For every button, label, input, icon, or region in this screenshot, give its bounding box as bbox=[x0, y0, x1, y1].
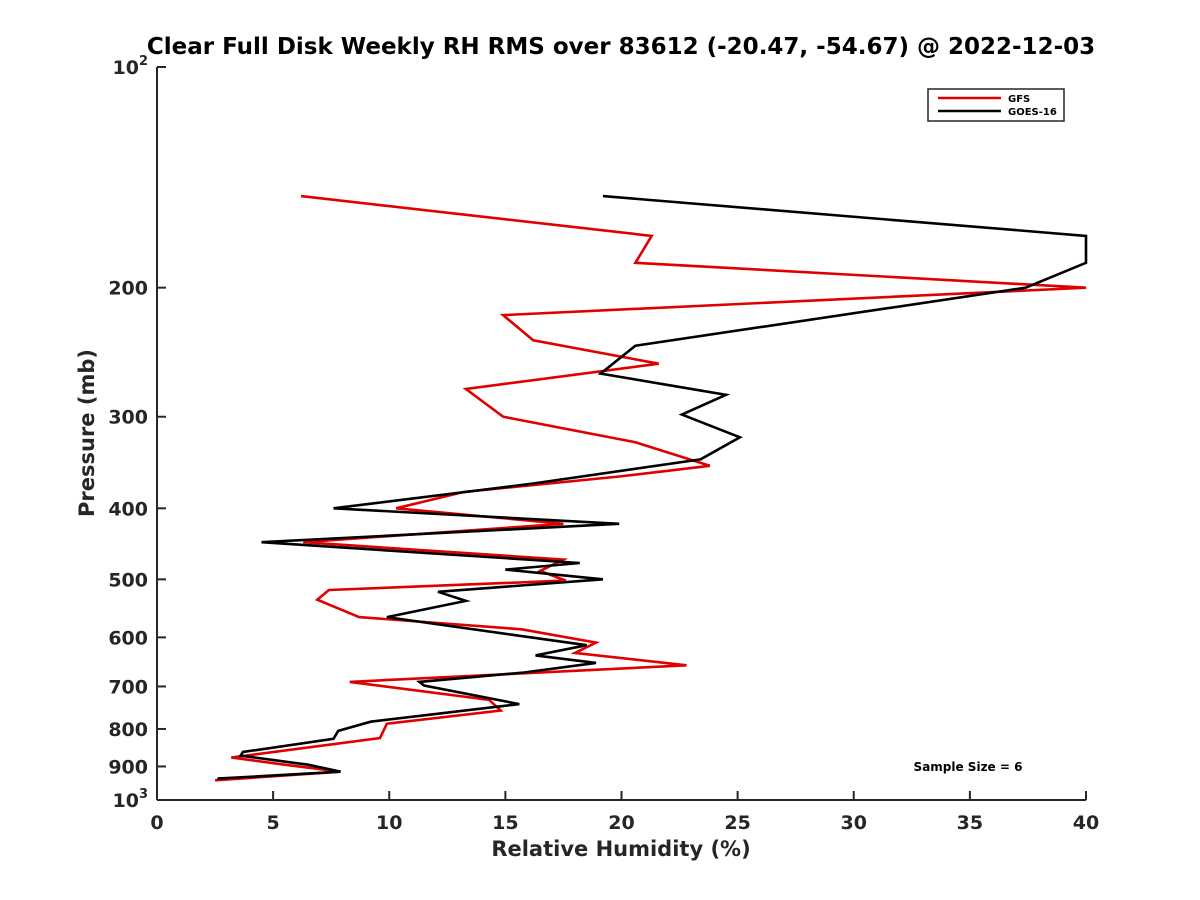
x-tick-label: 35 bbox=[957, 812, 983, 834]
x-axis-label: Relative Humidity (%) bbox=[491, 837, 750, 861]
x-tick-label: 20 bbox=[608, 812, 634, 834]
y-tick-label: 700 bbox=[108, 676, 148, 698]
legend-box bbox=[927, 88, 1065, 122]
x-tick-label: 0 bbox=[150, 812, 163, 834]
axes: 0 5 10 15 20 25 30 35 40 102 200 300 400 500 600 700 800… bbox=[108, 54, 1099, 834]
y-tick-label: 102 bbox=[113, 54, 149, 79]
y-tick-label: 103 bbox=[113, 787, 149, 812]
series-line-goes-16 bbox=[217, 194, 1088, 780]
x-tick-label: 30 bbox=[841, 812, 867, 834]
y-tick-label: 800 bbox=[108, 719, 148, 741]
x-tick-label: 5 bbox=[267, 812, 280, 834]
sample-size-annotation: Sample Size = 6 bbox=[914, 760, 1023, 774]
legend-label-gfs: GFS bbox=[1008, 94, 1030, 105]
y-tick-label: 400 bbox=[108, 498, 148, 520]
y-tick-label: 500 bbox=[108, 569, 148, 591]
x-tick-label: 15 bbox=[492, 812, 518, 834]
y-tick-label: 900 bbox=[108, 756, 148, 778]
x-tick-label: 25 bbox=[724, 812, 750, 834]
y-tick-label: 300 bbox=[108, 407, 148, 429]
chart-title: Clear Full Disk Weekly RH RMS over 83612… bbox=[147, 34, 1095, 60]
legend: GFS GOES-16 bbox=[927, 88, 1065, 122]
plot-area bbox=[215, 194, 1088, 782]
series-line-gfs bbox=[215, 194, 1087, 782]
y-tick-label: 600 bbox=[108, 627, 148, 649]
legend-label-goes-16: GOES-16 bbox=[1008, 107, 1057, 118]
x-tick-label: 40 bbox=[1073, 812, 1099, 834]
y-tick-label: 200 bbox=[108, 278, 148, 300]
y-axis-label: Pressure (mb) bbox=[75, 349, 99, 517]
x-tick-label: 10 bbox=[376, 812, 402, 834]
